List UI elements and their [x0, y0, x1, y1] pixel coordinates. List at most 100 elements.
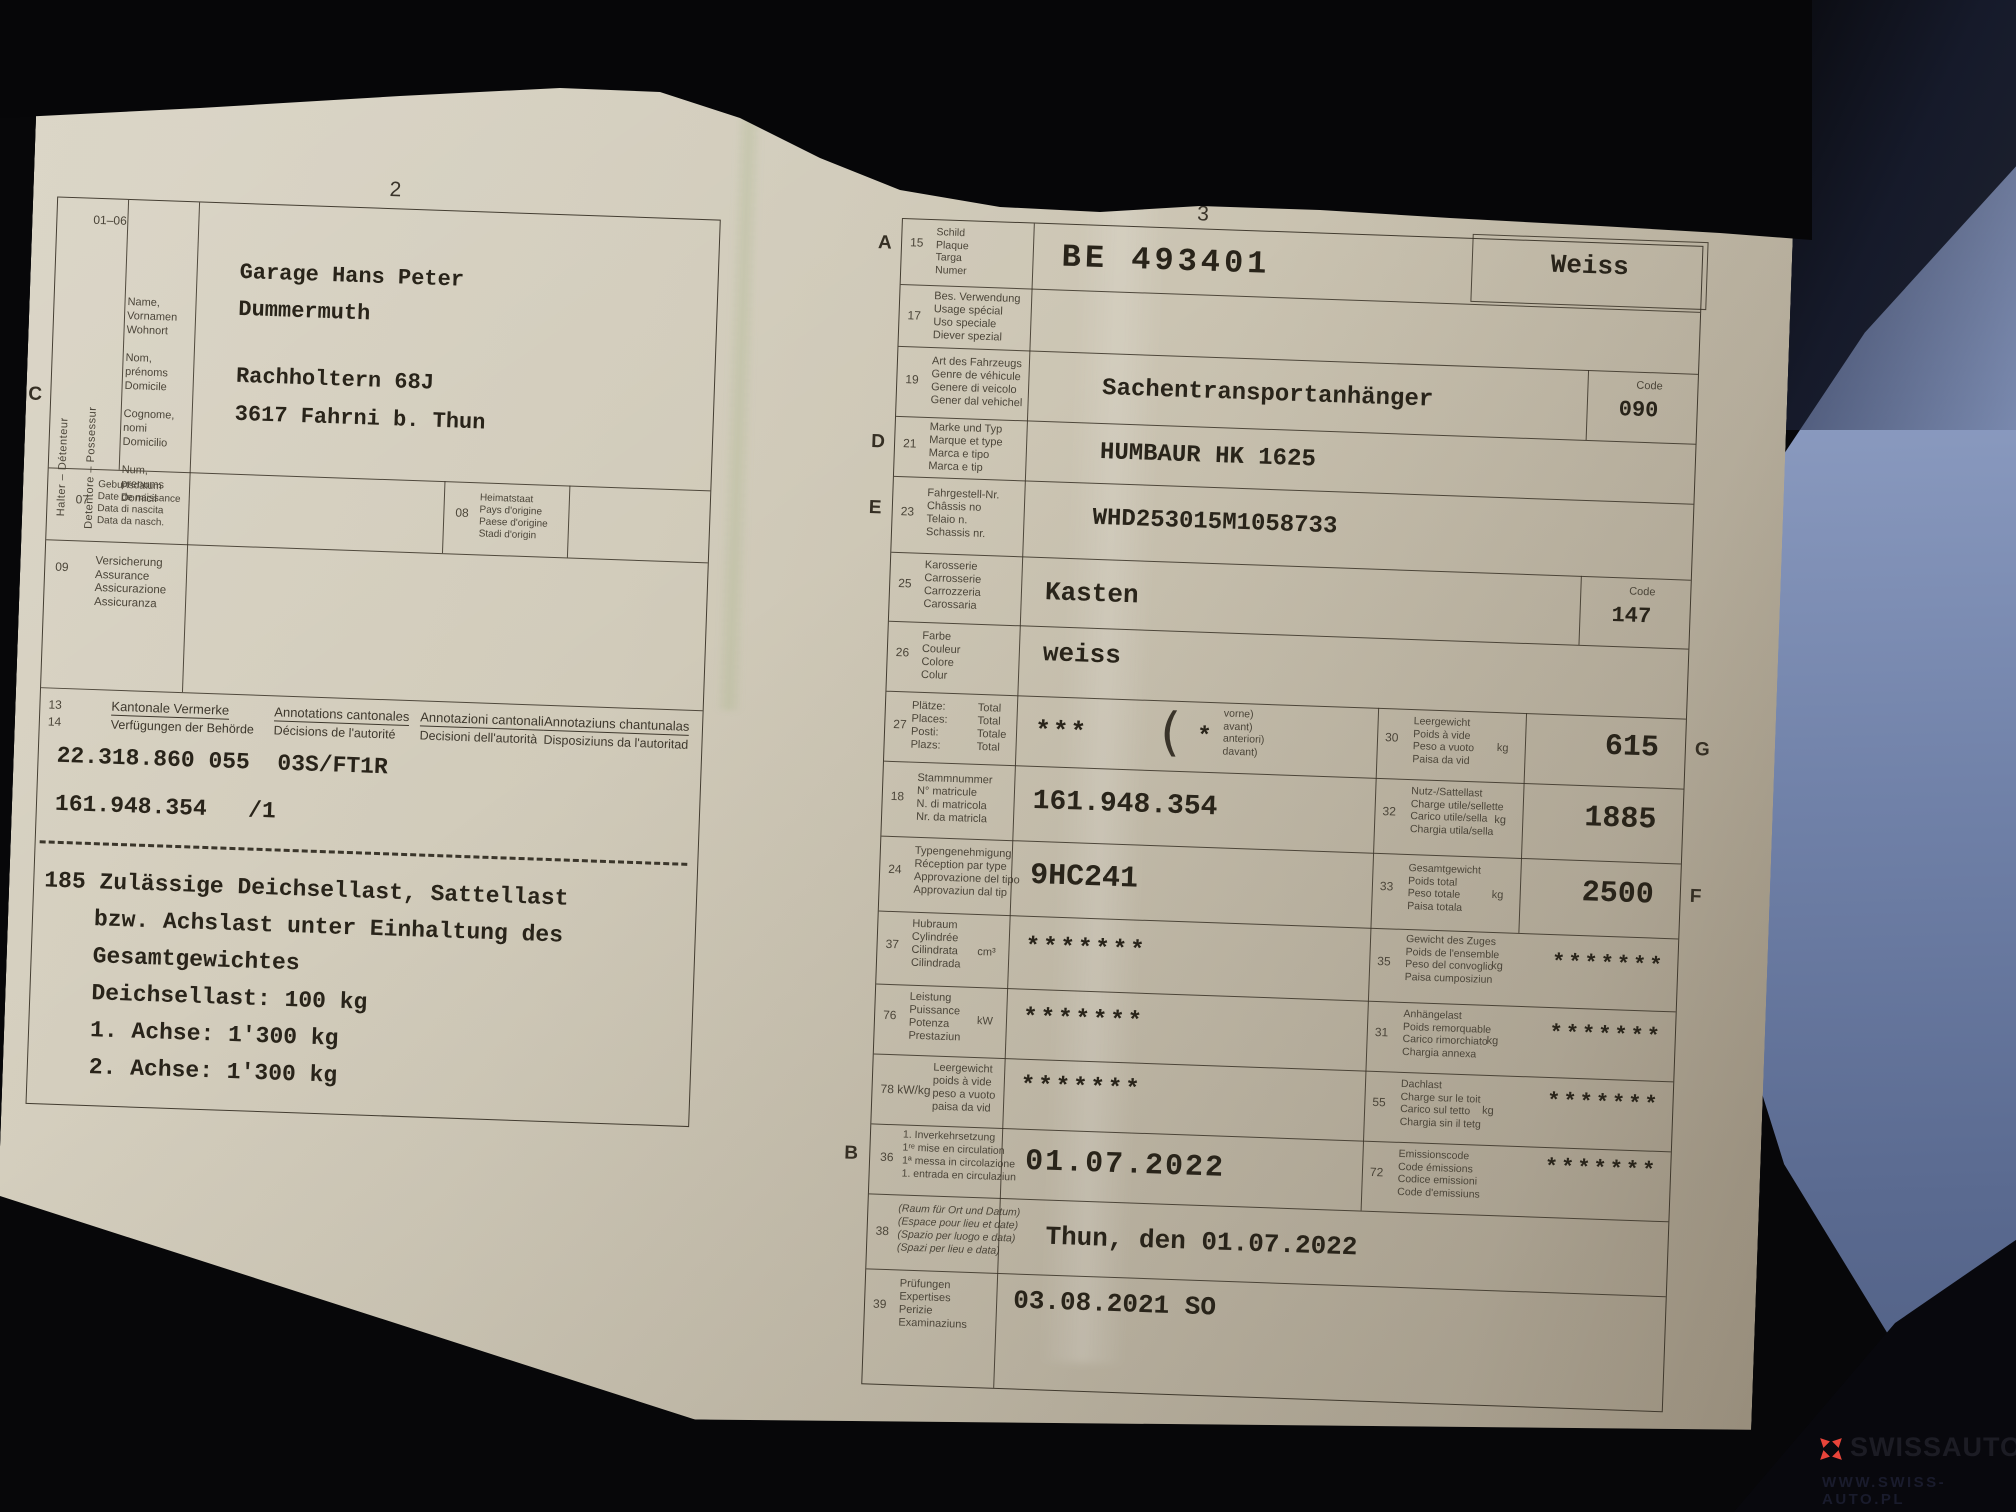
field-35-number: 35 [1377, 953, 1391, 969]
right-page-table: A 15 Schild Plaque Targa Numer BE 493401… [861, 218, 1703, 1412]
field-23-number: 23 [900, 504, 915, 519]
divider [993, 1273, 998, 1388]
divider [1368, 928, 1372, 1001]
left-page-table: 01–06 Halter – Détenteur Detentore – Pos… [26, 196, 721, 1127]
emissions-code-value: ******* [1544, 1154, 1659, 1184]
type-approval-value: 9HC241 [1029, 858, 1139, 897]
field-33-number: 33 [1379, 879, 1394, 894]
divider [1025, 420, 1028, 480]
vertical-label-detentore: Detentore – Possessur [82, 406, 99, 530]
front-seats-paren: ( [1159, 702, 1182, 763]
field-31-number: 31 [1374, 1024, 1389, 1040]
margin-letter-d: D [870, 431, 886, 453]
field-55-number: 55 [1372, 1094, 1386, 1110]
total-weight-value: 2500 [1581, 876, 1655, 913]
field-72-labels: Emissionscode Code émissions Codice emis… [1397, 1147, 1480, 1201]
holder-vertical-labels: Halter – Détenteur Detentore – Possessur [45, 347, 123, 589]
divider [1578, 576, 1582, 645]
field-33-labels: Gesamtgewicht Poids total Peso totale Pa… [1407, 862, 1482, 914]
cantonal-header-de-line1: Kantonale Vermerke [111, 698, 230, 718]
field-25-labels: Karosserie Carrosserie Carrozzeria Caros… [923, 558, 982, 612]
margin-letter-b: B [843, 1142, 859, 1164]
field-14-number: 14 [47, 714, 62, 729]
note-line-6: 2. Achse: 1'300 kg [88, 1054, 338, 1089]
divider [1015, 695, 1019, 765]
cantonal-header-fr: Annotations cantonales Décisions de l'au… [273, 703, 409, 742]
field-17-number: 17 [907, 308, 922, 323]
divider [1022, 480, 1026, 556]
vehicle-type-value: Sachentransportanhänger [1101, 375, 1434, 414]
divider [567, 486, 571, 558]
field-08-labels: Heimatstaat Pays d'origine Paese d'origi… [478, 492, 548, 542]
field-09-labels: Versicherung Assurance Assicurazione Ass… [93, 555, 167, 610]
make-type-value: HUMBAUR HK 1625 [1099, 439, 1317, 474]
divider [1020, 556, 1024, 625]
background-top-edge [0, 0, 1812, 240]
body-style-code: 147 [1611, 602, 1652, 630]
field-39-number: 39 [872, 1296, 887, 1312]
divider [1005, 988, 1009, 1058]
field-37-number: 37 [885, 936, 900, 952]
note-line-1: 185 Zulässige Deichsellast, Sattellast [43, 867, 569, 912]
field-26-number: 26 [895, 645, 910, 660]
color-value: weiss [1042, 638, 1122, 671]
field-26-labels: Farbe Couleur Colore Colur [920, 629, 961, 682]
displacement-value: ******* [1025, 933, 1148, 965]
field-27-labels: Plätze: Places: Posti: Plazs: [910, 699, 948, 752]
cantonal-header-rm-line1: Annotaziuns chantunalas [543, 713, 690, 734]
divider [442, 481, 446, 553]
vehicle-type-code: 090 [1618, 397, 1659, 424]
field-72-number: 72 [1369, 1164, 1384, 1180]
field-31-labels: Anhängelast Poids remorquable Carico rim… [1401, 1007, 1492, 1060]
cantonal-entry-2: 161.948.354 /1 [54, 790, 277, 825]
first-registration-value: 01.07.2022 [1024, 1144, 1226, 1186]
field-37-labels: Hubraum Cylindrée Cilindrata Cilindrada [910, 917, 961, 971]
field-38-labels: (Raum für Ort und Datum) (Espace pour li… [896, 1202, 1021, 1257]
field-33-unit: kg [1491, 888, 1504, 902]
serial-number-value: 161.948.354 [1032, 785, 1218, 824]
divider [1017, 625, 1021, 695]
vertical-label-holder: Halter – Détenteur [55, 417, 71, 517]
divider [1363, 1071, 1367, 1141]
margin-letter-g: G [1694, 738, 1711, 761]
empty-weight-value: 615 [1604, 729, 1660, 766]
divider [1002, 1058, 1006, 1128]
inspection-date-value: 03.08.2021 SO [1012, 1285, 1217, 1323]
holder-name-line2: Dummermuth [237, 296, 371, 327]
field-39-labels: Prüfungen Expertises Perizie Examinaziun… [898, 1277, 968, 1331]
field-32-unit: kg [1494, 813, 1507, 827]
cantonal-header-it-line2: Decisioni dell'autorità [419, 728, 538, 747]
divider [1586, 370, 1590, 440]
field-76-number: 76 [882, 1007, 897, 1023]
cantonal-header-it-line1: Annotazioni cantonali [419, 709, 545, 729]
field-09-number: 09 [55, 559, 69, 575]
field-07-labels: Geburtsdatum Date de naissance Data di n… [96, 479, 181, 529]
field-23-labels: Fahrgestell-Nr. Châssis no Telaio n. Sch… [925, 487, 1000, 541]
cantonal-header-fr-line2: Décisions de l'autorité [273, 723, 396, 742]
train-weight-value: ******* [1551, 950, 1666, 980]
field-32-labels: Nutz-/Sattellast Charge utile/sellette C… [1409, 785, 1504, 838]
margin-letter-c: C [27, 383, 43, 406]
power-weight-value: ******* [1020, 1072, 1143, 1104]
note-line-5: 1. Achse: 1'300 kg [89, 1017, 339, 1052]
payload-value: 1885 [1583, 801, 1657, 838]
swissauto-logo-icon [1820, 1438, 1842, 1460]
field-30-unit: kg [1496, 742, 1509, 755]
divider [1361, 1141, 1365, 1211]
field-32-number: 32 [1382, 804, 1397, 819]
code-label: Code [1628, 585, 1656, 599]
dashed-separator [40, 840, 688, 866]
divider [1027, 350, 1031, 420]
field-30-labels: Leergewicht Poids à vide Peso a vuoto Pa… [1412, 715, 1475, 767]
front-seats-star: * [1196, 723, 1212, 752]
field-25-number: 25 [897, 576, 912, 591]
field-37-unit: cm³ [977, 946, 996, 959]
field-38-number: 38 [875, 1223, 890, 1239]
field-27-total-labels: Total Total Totale Total [976, 701, 1007, 754]
note-line-2: bzw. Achslast unter Einhaltung des [93, 906, 564, 949]
cantonal-header-rm: Annotaziuns chantunalas Disposiziuns da … [543, 713, 689, 752]
field-08-number: 08 [455, 505, 469, 521]
margin-letter-e: E [868, 496, 882, 519]
field-19-number: 19 [905, 372, 919, 387]
